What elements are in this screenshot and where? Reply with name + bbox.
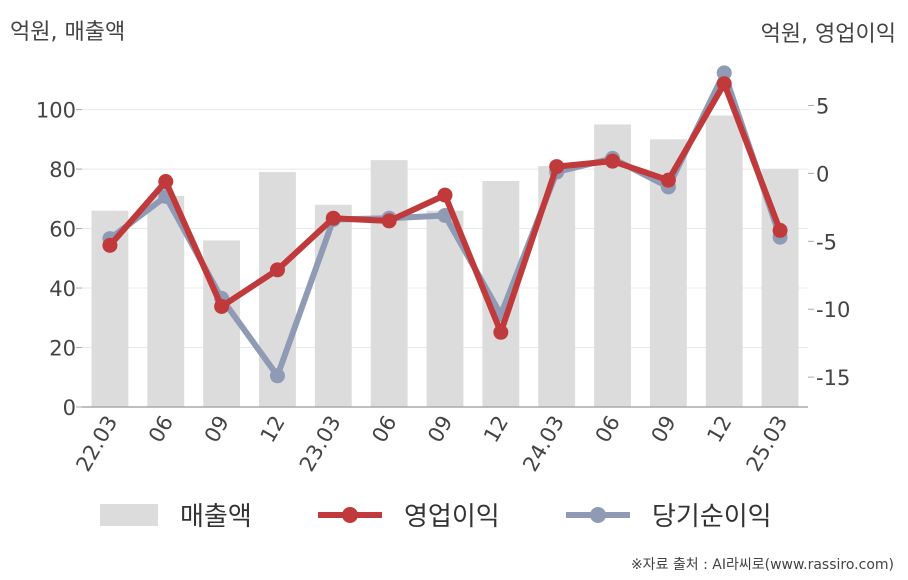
legend-revenue-swatch (100, 503, 158, 526)
revenue-bar (147, 195, 185, 407)
legend-net-income-swatch (566, 506, 630, 523)
legend-operating-profit: 영업이익 (318, 496, 500, 533)
x-axis-tick-label: 09 (200, 412, 234, 447)
legend-revenue: 매출액 (100, 496, 252, 533)
x-axis-tick-label: 06 (591, 412, 625, 447)
x-axis-tick-label: 12 (702, 412, 736, 447)
left-axis-tick-label: 100 (36, 99, 76, 123)
left-axis-tick-label: 80 (49, 158, 76, 182)
legend-operating-profit-label: 영업이익 (404, 502, 500, 532)
operating-profit-point (716, 76, 732, 92)
x-axis-tick-label: 06 (367, 412, 401, 447)
x-axis-tick-label: 24.03 (518, 412, 569, 476)
x-axis-tick-label: 09 (647, 412, 681, 447)
x-axis-tick-label: 12 (256, 412, 290, 447)
legend-net-income: 당기순이익 (566, 496, 772, 533)
revenue-bar (314, 204, 352, 407)
source-note: ※자료 출처 : AI라씨로(www.rassiro.com) (630, 557, 894, 573)
operating-profit-point (605, 153, 621, 169)
right-axis-tick-label: -10 (816, 298, 850, 322)
operating-profit-point (325, 210, 341, 226)
operating-profit-point (214, 298, 230, 314)
revenue-bar (370, 160, 408, 407)
revenue-bar (705, 115, 743, 407)
net-income-point (716, 65, 732, 81)
right-axis-unit: 억원, 영업이익 (760, 22, 896, 47)
operating-profit-point (549, 159, 565, 175)
left-axis-tick-label: 60 (49, 218, 76, 242)
right-axis-tick-label: -5 (816, 230, 837, 254)
left-axis-tick-label: 0 (63, 396, 76, 420)
right-axis-tick-label: -15 (816, 366, 850, 390)
operating-profit-point (158, 174, 174, 190)
operating-profit-point (381, 213, 397, 229)
left-axis-unit: 억원, 매출액 (10, 20, 126, 45)
operating-profit-point (102, 237, 118, 253)
x-axis-tick-label: 22.03 (71, 412, 122, 476)
x-axis-tick-label: 09 (423, 412, 457, 447)
operating-profit-point (437, 187, 453, 203)
left-axis-tick-label: 40 (49, 277, 76, 301)
legend-revenue-label: 매출액 (180, 502, 252, 532)
legend-net-income-label: 당기순이익 (652, 502, 772, 532)
operating-profit-point (772, 222, 788, 238)
legend-operating-profit-swatch (318, 506, 382, 523)
x-axis-tick-label: 23.03 (295, 412, 346, 476)
x-axis-tick-label: 25.03 (742, 412, 793, 476)
revenue-bar (594, 124, 631, 407)
operating-profit-point (660, 172, 676, 188)
x-axis-tick-label: 12 (479, 412, 513, 447)
revenue-bar (203, 240, 241, 407)
right-axis-tick-label: 5 (816, 94, 829, 118)
revenue-bar (426, 210, 464, 407)
operating-profit-point (269, 262, 285, 278)
x-axis-tick-label: 06 (144, 412, 178, 447)
operating-profit-point (493, 324, 509, 340)
net-income-point (269, 368, 285, 384)
left-axis-tick-label: 20 (49, 337, 76, 361)
right-axis-tick-label: 0 (816, 162, 829, 186)
